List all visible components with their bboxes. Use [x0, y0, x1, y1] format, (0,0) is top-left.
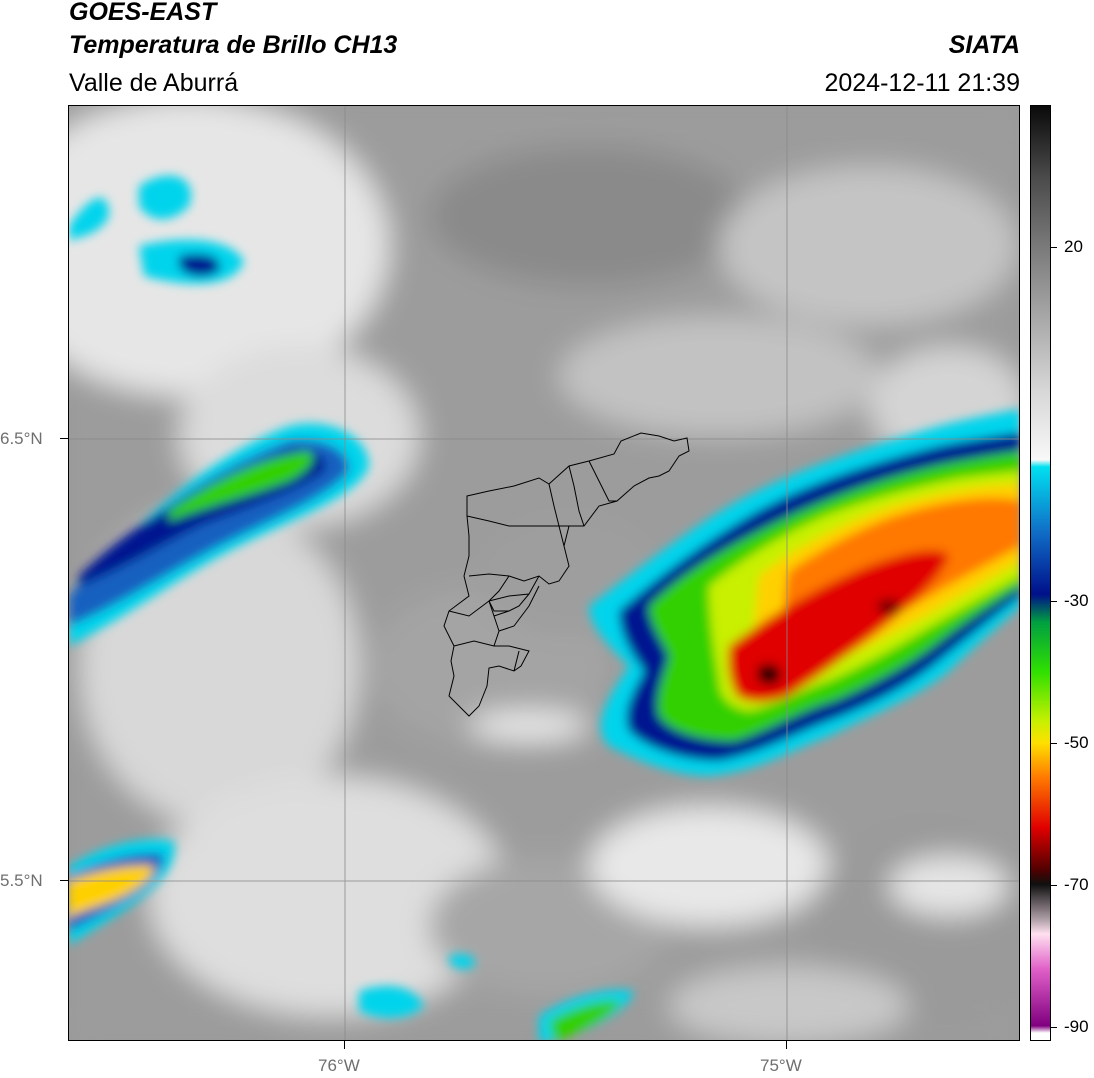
- colorbar-tick: [1051, 601, 1057, 602]
- graticule: [69, 106, 1019, 1040]
- product-title: Temperatura de Brillo CH13: [69, 31, 398, 59]
- agency-title: SIATA: [948, 31, 1020, 59]
- colorbar-tick-label: 20: [1064, 237, 1083, 256]
- cloud-southwest: [69, 839, 634, 1040]
- colorbar-tick-label: -50: [1064, 733, 1089, 752]
- municipality-boundaries: [443, 432, 690, 717]
- colorbar-tick: [1051, 885, 1057, 886]
- colorbar-tick-label: -70: [1064, 875, 1089, 894]
- lon-tick-76w: [344, 1041, 345, 1049]
- lat-tick-6-5: [60, 438, 68, 439]
- datetime-label: 2024-12-11 21:39: [824, 69, 1020, 97]
- lat-tick-5-5: [60, 880, 68, 881]
- temperature-colorbar: [1030, 105, 1051, 1041]
- convective-storm-east: [589, 409, 1019, 776]
- lon-label-75w: 75°W: [760, 1056, 802, 1075]
- colorbar-tick-label: -30: [1064, 591, 1089, 610]
- map-image: [69, 106, 1019, 1040]
- brightness-temperature-map: [68, 105, 1020, 1041]
- region-title: Valle de Aburrá: [69, 69, 239, 97]
- lon-label-76w: 76°W: [318, 1056, 360, 1075]
- colorbar-tick-label: -90: [1064, 1017, 1089, 1036]
- lat-label-6-5: 6.5°N: [0, 429, 43, 448]
- lon-tick-75w: [786, 1041, 787, 1049]
- colorbar-tick: [1051, 247, 1057, 248]
- cloud-west: [69, 175, 369, 646]
- satellite-title: GOES-EAST: [69, 0, 217, 26]
- colorbar-tick: [1051, 1027, 1057, 1028]
- colorbar-tick: [1051, 743, 1057, 744]
- lat-label-5-5: 5.5°N: [0, 871, 43, 890]
